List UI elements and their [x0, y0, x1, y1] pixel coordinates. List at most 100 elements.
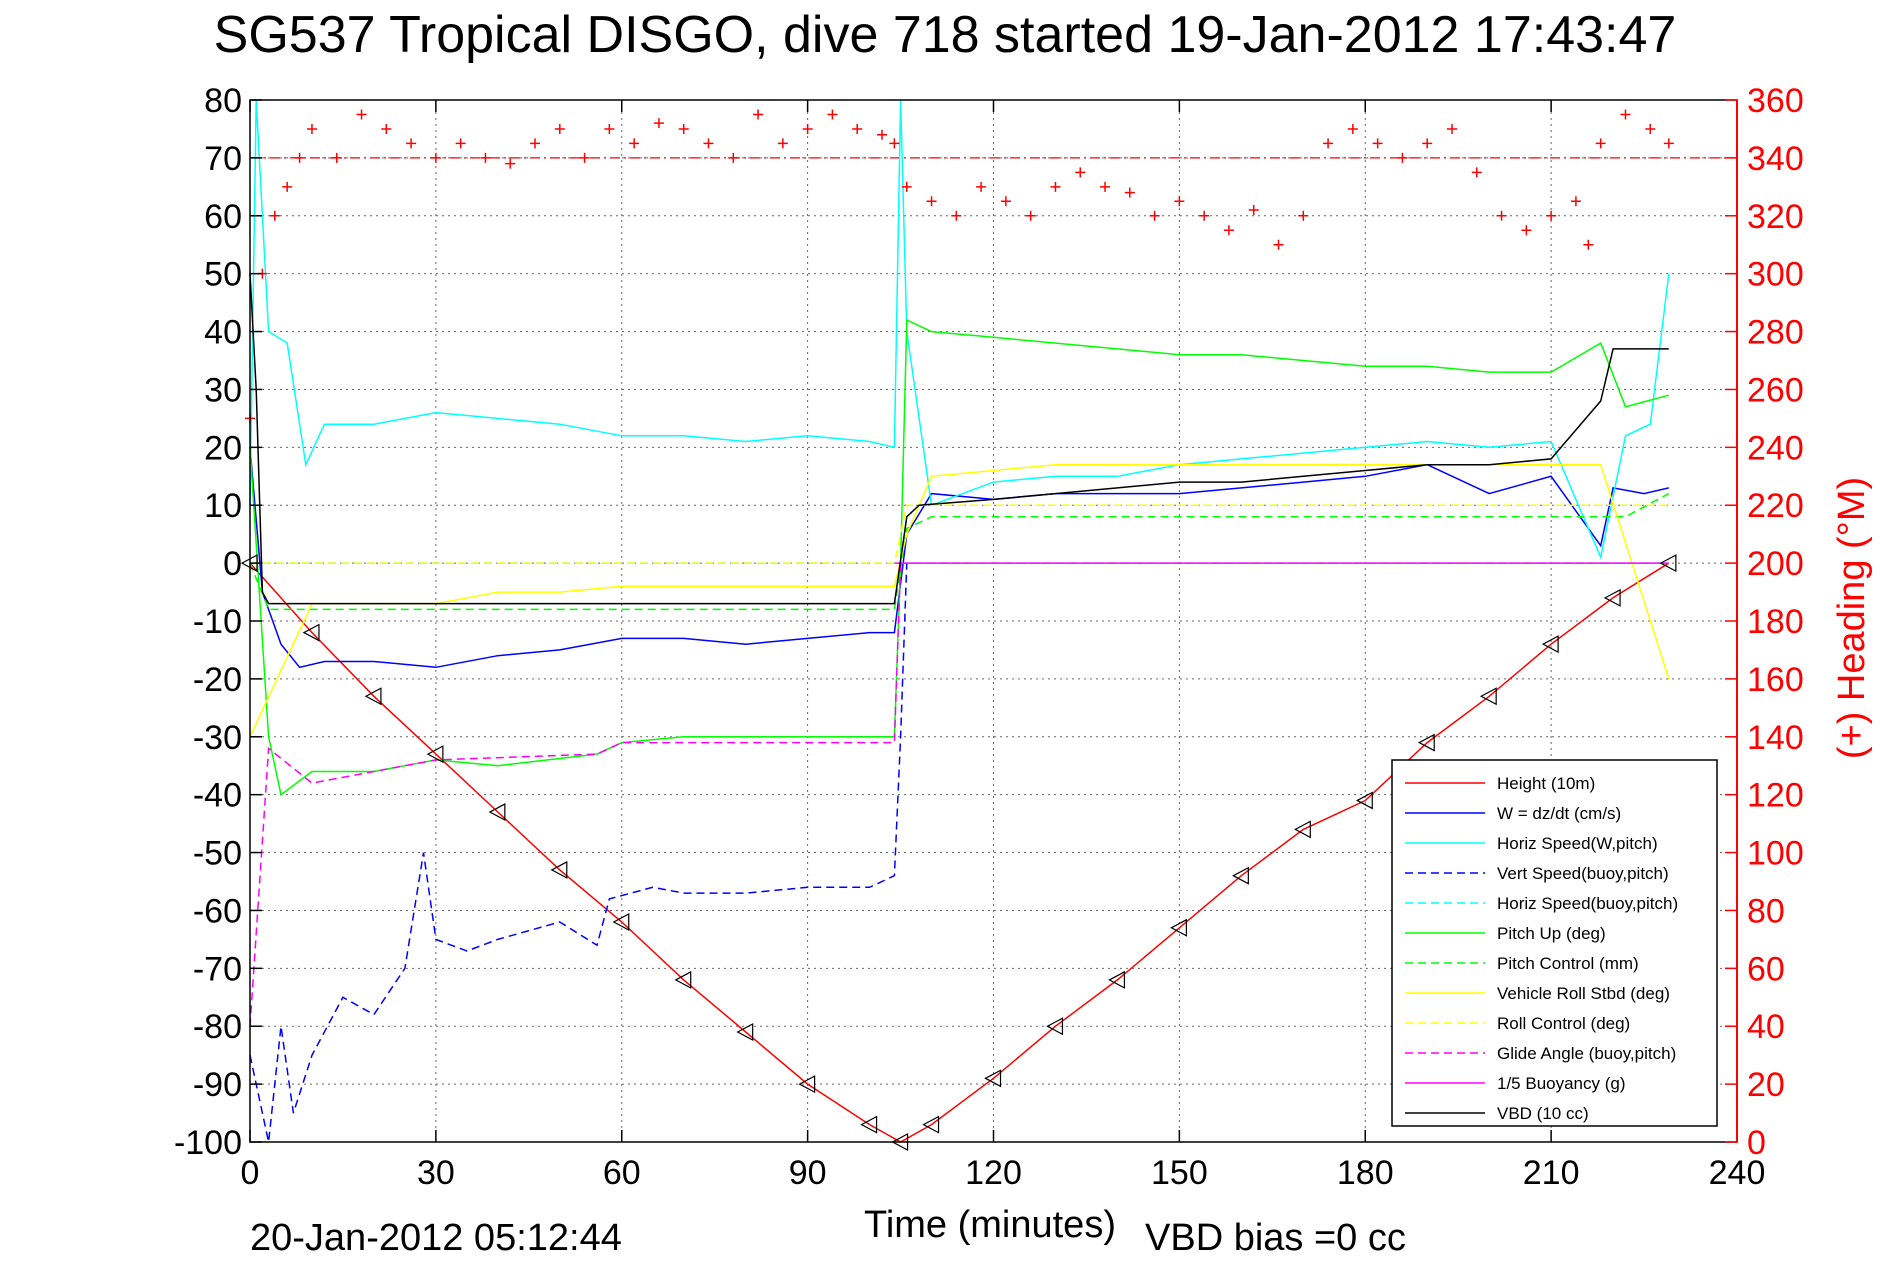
height-marker [364, 687, 382, 706]
heading-marker [951, 210, 962, 221]
series-roll-control-deg [250, 504, 1669, 564]
y-tick-label: 20 [204, 429, 242, 467]
footer-vbd-bias: VBD bias =0 cc [1145, 1217, 1406, 1259]
height-marker [922, 1115, 940, 1134]
series-line [249, 563, 908, 1143]
y2-axis-label: (+) Heading (°M) [1831, 477, 1873, 759]
height-marker [1659, 554, 1677, 573]
y-tick-label: -80 [193, 1008, 242, 1046]
heading-marker [976, 181, 987, 192]
heading-marker [1149, 210, 1160, 221]
height-marker [1046, 1017, 1064, 1036]
heading-marker [1471, 167, 1482, 178]
height-marker [736, 1023, 754, 1042]
height-marker [860, 1115, 878, 1134]
heading-marker [802, 123, 813, 134]
heading-marker [1570, 196, 1581, 207]
heading-marker [827, 109, 838, 120]
y2-tick-label: 180 [1747, 603, 1804, 641]
heading-marker [1199, 210, 1210, 221]
legend-box [1391, 759, 1718, 1127]
legend-label: Height (10m) [1497, 774, 1595, 793]
y2-tick-label: 140 [1747, 719, 1804, 757]
heading-marker [1496, 210, 1507, 221]
legend-label: Pitch Control (mm) [1497, 954, 1639, 973]
series-pitch-control-mm [249, 492, 1670, 611]
heading-marker [1645, 123, 1656, 134]
series-line [249, 562, 1670, 1143]
y2-tick-label: 20 [1747, 1066, 1785, 1104]
heading-marker [294, 152, 305, 163]
y2-tick-label: 100 [1747, 835, 1804, 873]
height-marker [1541, 635, 1559, 654]
height-marker [488, 803, 506, 822]
heading-marker [430, 152, 441, 163]
height-marker [426, 745, 444, 764]
heading-marker [480, 152, 491, 163]
x-tick-label: 0 [241, 1154, 260, 1192]
legend-label: Horiz Speed(W,pitch) [1497, 834, 1658, 853]
y-tick-label: 30 [204, 371, 242, 409]
series-line [250, 504, 1669, 564]
series-heading [245, 109, 1674, 424]
heading-marker [1620, 109, 1631, 120]
heading-marker [1124, 187, 1135, 198]
y2-tick-label: 60 [1747, 950, 1785, 988]
series-line [249, 273, 1669, 605]
legend-label: Horiz Speed(buoy,pitch) [1497, 894, 1678, 913]
series-line [249, 492, 1670, 611]
heading-marker [653, 118, 664, 129]
y-tick-label: -60 [193, 892, 242, 930]
heading-marker [1273, 239, 1284, 250]
heading-marker [1663, 138, 1674, 149]
heading-marker [1050, 181, 1061, 192]
y2-tick-label: 260 [1747, 371, 1804, 409]
heading-marker [1546, 210, 1557, 221]
heading-marker [1347, 123, 1358, 134]
y-tick-label: -90 [193, 1066, 242, 1104]
y-tick-label: -100 [174, 1124, 242, 1162]
y2-tick-label: 220 [1747, 487, 1804, 525]
x-tick-label: 210 [1523, 1154, 1580, 1192]
y2-tick-label: 200 [1747, 545, 1804, 583]
heading-marker [604, 123, 615, 134]
legend-label: 1/5 Buoyancy (g) [1497, 1074, 1626, 1093]
y-tick-label: -50 [193, 835, 242, 873]
x-tick-label: 240 [1709, 1154, 1766, 1192]
height-marker [674, 970, 692, 989]
heading-marker [505, 158, 516, 169]
heading-marker [1521, 225, 1532, 236]
x-tick-label: 120 [965, 1154, 1022, 1192]
heading-marker [1298, 210, 1309, 221]
heading-marker [1174, 196, 1185, 207]
y2-tick-label: 300 [1747, 256, 1804, 294]
heading-marker [852, 123, 863, 134]
y-tick-label: -10 [193, 603, 242, 641]
height-triangle-markers [240, 554, 1677, 1151]
heading-marker [678, 123, 689, 134]
heading-marker [306, 123, 317, 134]
height-marker [550, 860, 568, 879]
y2-tick-label: 120 [1747, 777, 1804, 815]
height-marker [1108, 970, 1126, 989]
height-marker [302, 623, 320, 642]
heading-marker [728, 152, 739, 163]
heading-marker [1223, 225, 1234, 236]
height-marker [798, 1075, 816, 1094]
heading-marker [1075, 167, 1086, 178]
heading-marker [1397, 152, 1408, 163]
heading-marker [926, 196, 937, 207]
y-tick-label: 10 [204, 487, 242, 525]
height-marker [1417, 733, 1435, 752]
chart-title: SG537 Tropical DISGO, dive 718 started 1… [214, 6, 1677, 64]
x-axis-label: Time (minutes) [864, 1204, 1116, 1246]
heading-marker [579, 152, 590, 163]
series-vbd-10-cc [249, 273, 1669, 605]
y2-tick-label: 0 [1747, 1124, 1766, 1162]
series-vert-speed-buoy-pitch [249, 563, 908, 1143]
heading-marker [703, 138, 714, 149]
y2-tick-label: 320 [1747, 198, 1804, 236]
heading-marker [282, 181, 293, 192]
heading-marker [1323, 138, 1334, 149]
heading-marker [530, 138, 541, 149]
